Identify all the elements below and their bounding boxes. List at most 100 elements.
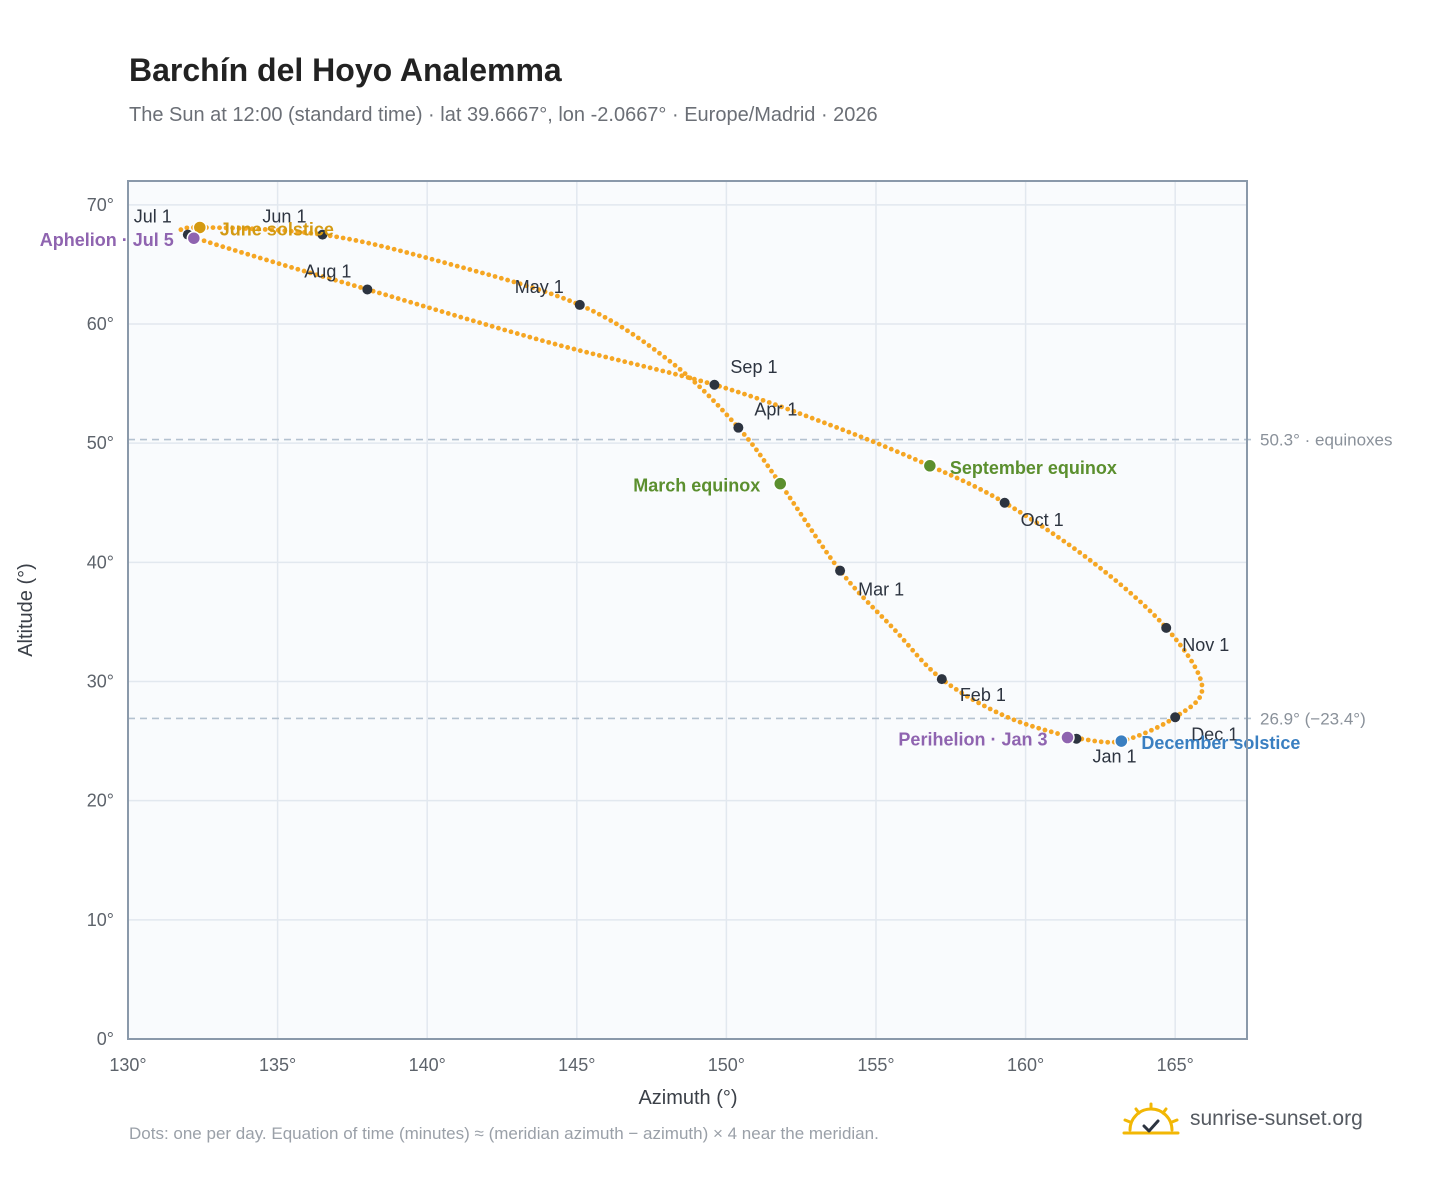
daily-sun-dot xyxy=(269,227,275,233)
daily-sun-dot xyxy=(184,225,190,231)
daily-sun-dot xyxy=(697,384,703,390)
daily-sun-dot xyxy=(672,362,678,368)
y-axis-label: Altitude (°) xyxy=(15,563,37,657)
daily-sun-dot xyxy=(641,339,647,345)
analemma-daily-dots xyxy=(178,225,1205,745)
daily-sun-dot xyxy=(527,334,533,340)
daily-sun-dot xyxy=(901,637,907,643)
daily-sun-dot xyxy=(1149,727,1154,733)
event-marker-dot xyxy=(1114,733,1129,749)
daily-sun-dot xyxy=(912,456,918,462)
daily-sun-dot xyxy=(893,628,898,634)
daily-sun-dot xyxy=(571,346,577,352)
daily-sun-dot xyxy=(577,348,583,354)
daily-sun-dot xyxy=(1103,569,1109,575)
daily-sun-dot xyxy=(787,495,793,501)
daily-sun-dot xyxy=(533,336,539,342)
month-marker-label: Mar 1 xyxy=(858,580,904,600)
daily-sun-dot xyxy=(320,274,326,279)
daily-sun-dot xyxy=(275,227,281,233)
daily-sun-dot xyxy=(1195,670,1201,675)
x-tick-label: 140° xyxy=(409,1055,446,1075)
daily-sun-dot xyxy=(641,363,647,369)
daily-sun-dot xyxy=(785,406,791,412)
daily-sun-dot xyxy=(1028,516,1034,522)
month-marker-dot xyxy=(835,565,846,576)
month-markers: Jan 1 Feb 1 Mar 1 Apr 1 May 1 Jun 1 Jul 1 Aug 1… xyxy=(134,207,1238,767)
daily-sun-dot xyxy=(445,311,451,316)
daily-sun-dot xyxy=(461,265,466,271)
daily-sun-dot xyxy=(894,449,900,455)
month-marker-dot xyxy=(999,497,1010,508)
daily-sun-dot xyxy=(1156,617,1162,623)
y-axis-ticks: 0° 10° 20° 30° 40° 50° 60° 70° xyxy=(87,195,114,1049)
daily-sun-dot xyxy=(496,325,501,331)
daily-sun-dot xyxy=(1105,739,1111,745)
brand-logo[interactable]: sunrise-sunset.org xyxy=(1122,1102,1363,1136)
daily-sun-dot xyxy=(613,321,619,327)
daily-sun-dot xyxy=(1072,546,1077,552)
daily-sun-dot xyxy=(888,446,894,452)
month-marker-dot xyxy=(1170,712,1181,723)
daily-sun-dot xyxy=(492,274,498,279)
daily-sun-dot xyxy=(1147,608,1153,614)
daily-sun-dot xyxy=(769,468,774,474)
daily-sun-dot xyxy=(301,268,307,274)
daily-sun-dot xyxy=(667,358,673,364)
daily-sun-dot xyxy=(742,391,747,397)
daily-sun-dot xyxy=(704,380,710,386)
daily-sun-dot xyxy=(433,307,439,313)
daily-sun-dot xyxy=(754,395,760,401)
month-marker-label: Sep 1 xyxy=(730,357,777,377)
daily-sun-dot xyxy=(282,228,288,234)
daily-sun-dot xyxy=(906,642,911,648)
daily-sun-dot xyxy=(389,294,395,300)
daily-sun-dot xyxy=(809,415,815,421)
daily-sun-dot xyxy=(340,235,346,241)
daily-sun-dot xyxy=(1005,714,1011,720)
daily-sun-dot xyxy=(928,666,933,672)
daily-sun-dot xyxy=(864,436,870,442)
daily-sun-dot xyxy=(1166,718,1172,724)
daily-sun-dot xyxy=(852,432,858,437)
x-tick-label: 165° xyxy=(1157,1055,1194,1075)
daily-sun-dot xyxy=(1039,523,1045,529)
daily-sun-dot xyxy=(207,240,213,246)
daily-sun-dot xyxy=(1023,513,1029,519)
month-marker-dot xyxy=(936,674,947,685)
daily-sun-dot xyxy=(803,413,809,419)
daily-sun-dot xyxy=(251,253,257,259)
daily-sun-dot xyxy=(552,341,558,347)
y-tick-label: 10° xyxy=(87,910,114,930)
daily-sun-dot xyxy=(220,244,226,250)
daily-sun-dot xyxy=(834,425,840,430)
x-axis-ticks: 130° 135° 140° 145° 150° 155° 160° 165° xyxy=(109,1055,1193,1075)
daily-sun-dot xyxy=(876,441,882,447)
month-marker-label: Nov 1 xyxy=(1182,635,1229,655)
daily-sun-dot xyxy=(647,365,653,371)
daily-sun-dot xyxy=(741,432,747,437)
daily-sun-dot xyxy=(486,272,492,278)
daily-sun-dot xyxy=(1092,561,1098,567)
daily-sun-dot xyxy=(966,481,972,486)
brand-name: sunrise-sunset.org xyxy=(1190,1107,1363,1130)
daily-sun-dot xyxy=(677,366,683,372)
daily-sun-dot xyxy=(802,517,807,523)
daily-sun-dot xyxy=(993,709,999,715)
daily-sun-dot xyxy=(358,285,363,290)
x-tick-label: 130° xyxy=(109,1055,146,1075)
daily-sun-dot xyxy=(729,387,735,393)
daily-sun-dot xyxy=(978,486,984,492)
daily-sun-dot xyxy=(824,549,829,555)
daily-sun-dot xyxy=(698,378,704,384)
daily-sun-dot xyxy=(1188,704,1194,710)
daily-sun-dot xyxy=(540,338,545,344)
daily-sun-dot xyxy=(1087,557,1093,563)
daily-sun-dot xyxy=(791,408,797,414)
daily-sun-dot xyxy=(530,285,536,291)
y-tick-label: 20° xyxy=(87,791,114,811)
daily-sun-dot xyxy=(609,356,615,361)
daily-sun-dot xyxy=(483,322,489,327)
daily-sun-dot xyxy=(874,609,880,615)
daily-sun-dot xyxy=(760,397,766,403)
